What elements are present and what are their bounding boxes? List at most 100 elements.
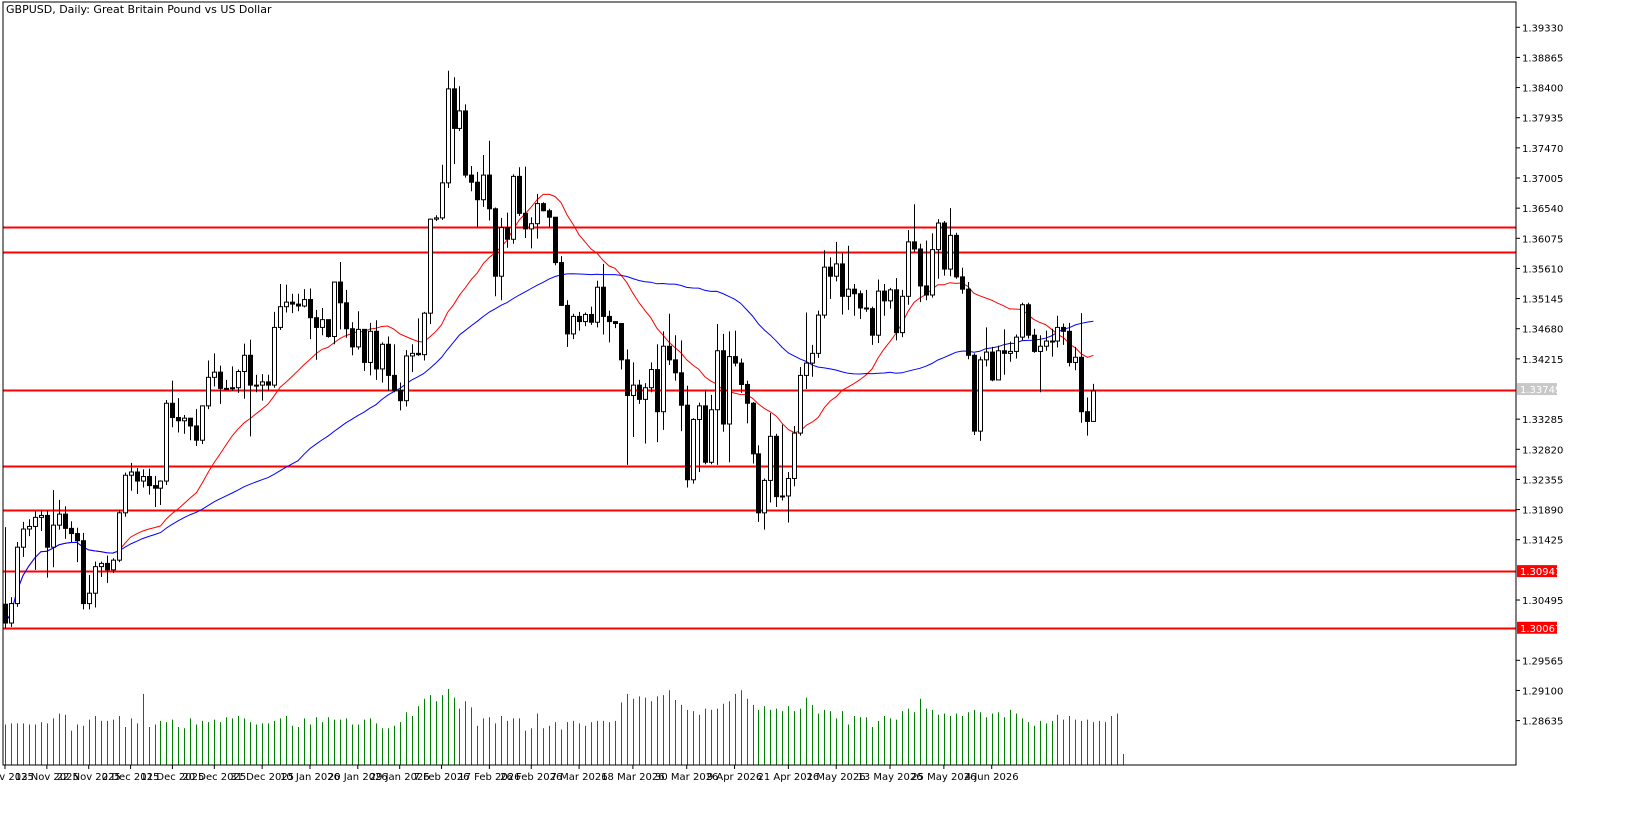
bullish-candle-body [182, 417, 187, 422]
bullish-candle-body [834, 263, 839, 277]
bearish-candle-body [912, 241, 917, 250]
bearish-candle-body [3, 603, 8, 624]
y-tick-label: 1.39330 [1522, 23, 1563, 34]
bearish-candle-body [1002, 350, 1007, 354]
bullish-candle-body [780, 495, 785, 498]
y-tick-label: 1.31890 [1522, 506, 1563, 517]
bearish-candle-body [392, 374, 397, 391]
bullish-candle-body [804, 362, 809, 376]
axes: 1.39330 1.38865 1.38400 1.37935 1.37470 1.370… [0, 1, 1563, 783]
bullish-candle-body [481, 174, 486, 201]
y-tick-label: 1.37935 [1522, 114, 1563, 125]
bearish-candle-body [296, 303, 301, 307]
bullish-candle-body [129, 471, 134, 476]
bearish-candle-body [864, 307, 869, 310]
bullish-candle-body [822, 266, 827, 316]
x-tick-label: 20 Jan 2026 [328, 772, 388, 783]
bearish-candle-body [1026, 304, 1031, 336]
bearish-candle-body [505, 227, 510, 240]
y-tick-label: 1.30495 [1522, 596, 1563, 607]
bullish-candle-body [697, 405, 702, 420]
bullish-candle-body [428, 218, 433, 314]
bullish-candle-body [1008, 350, 1013, 354]
bearish-candle-body [1032, 334, 1037, 352]
bearish-candle-body [607, 315, 612, 323]
bearish-candle-body [1085, 411, 1090, 422]
x-tick-label: 10 Jan 2026 [280, 772, 340, 783]
bullish-candle-body [57, 513, 62, 526]
bearish-candle-body [517, 175, 522, 214]
bearish-candle-body [756, 453, 761, 514]
bearish-candle-body [547, 210, 552, 218]
bullish-candle-body [792, 432, 797, 479]
bearish-candle-body [350, 328, 355, 348]
bearish-candle-body [655, 369, 660, 413]
bearish-candle-body [1061, 326, 1066, 332]
bearish-candle-body [290, 301, 295, 305]
bullish-candle-body [1038, 345, 1043, 352]
bearish-candle-body [721, 350, 726, 425]
volume-histogram [5, 689, 1124, 765]
bullish-candle-body [1020, 304, 1025, 338]
bullish-candle-body [260, 381, 265, 386]
bullish-candle-body [661, 345, 666, 413]
bullish-candle-body [141, 476, 146, 482]
bearish-candle-body [147, 476, 152, 487]
bullish-candle-body [380, 343, 385, 370]
y-tick-label: 1.32355 [1522, 475, 1563, 486]
bearish-candle-body [673, 359, 678, 374]
bullish-candle-body [996, 350, 1001, 381]
bearish-candle-body [541, 203, 546, 212]
bullish-candle-body [535, 203, 540, 225]
bullish-candle-body [571, 315, 576, 335]
bullish-candle-body [356, 328, 361, 348]
bearish-candle-body [475, 181, 480, 201]
x-tick-label: 31 Dec 2025 [230, 772, 294, 783]
bearish-candle-body [751, 402, 756, 455]
bearish-candle-body [194, 425, 199, 441]
bearish-candle-body [852, 288, 857, 295]
price-label: 1.30067 [1520, 624, 1561, 635]
bullish-candle-body [284, 301, 289, 308]
x-tick-label: 20 Dec 2025 [182, 772, 246, 783]
x-tick-label: 2 Dec 2025 [102, 772, 160, 783]
plot-frame [2, 1, 1517, 766]
bearish-candle-body [667, 345, 672, 361]
bearish-candle-body [942, 222, 947, 270]
bearish-candle-body [308, 299, 313, 319]
bullish-candle-body [224, 387, 229, 390]
bearish-candle-body [870, 308, 875, 336]
bullish-candle-body [499, 227, 504, 277]
bullish-candle-body [978, 359, 983, 432]
bullish-candle-body [1050, 340, 1055, 343]
bearish-candle-body [685, 404, 690, 481]
bearish-candle-body [990, 351, 995, 381]
bearish-candle-body [589, 313, 594, 323]
bearish-candle-body [314, 317, 319, 328]
bullish-candle-body [709, 409, 714, 463]
bullish-candle-body [9, 603, 14, 624]
price-label: 1.33749 [1520, 385, 1561, 396]
candlesticks [3, 70, 1096, 629]
y-tick-label: 1.34215 [1522, 355, 1563, 366]
bearish-candle-body [188, 417, 193, 427]
bullish-candle-body [404, 355, 409, 402]
bearish-candle-body [577, 315, 582, 323]
x-tick-label: 26 Feb 2026 [500, 772, 562, 783]
bullish-candle-body [810, 352, 815, 364]
bullish-candle-body [111, 559, 116, 571]
bullish-candle-body [87, 592, 92, 605]
bullish-candle-body [51, 524, 56, 548]
x-tick-label: 21 Apr 2026 [757, 772, 819, 783]
bearish-candle-body [954, 234, 959, 278]
bullish-candle-body [33, 516, 38, 527]
bullish-candle-body [595, 286, 600, 323]
bullish-candle-body [1055, 326, 1060, 342]
y-tick-label: 1.31425 [1522, 536, 1563, 547]
bearish-candle-body [679, 372, 684, 406]
bullish-candle-body [93, 566, 98, 594]
bullish-candle-body [762, 479, 767, 514]
